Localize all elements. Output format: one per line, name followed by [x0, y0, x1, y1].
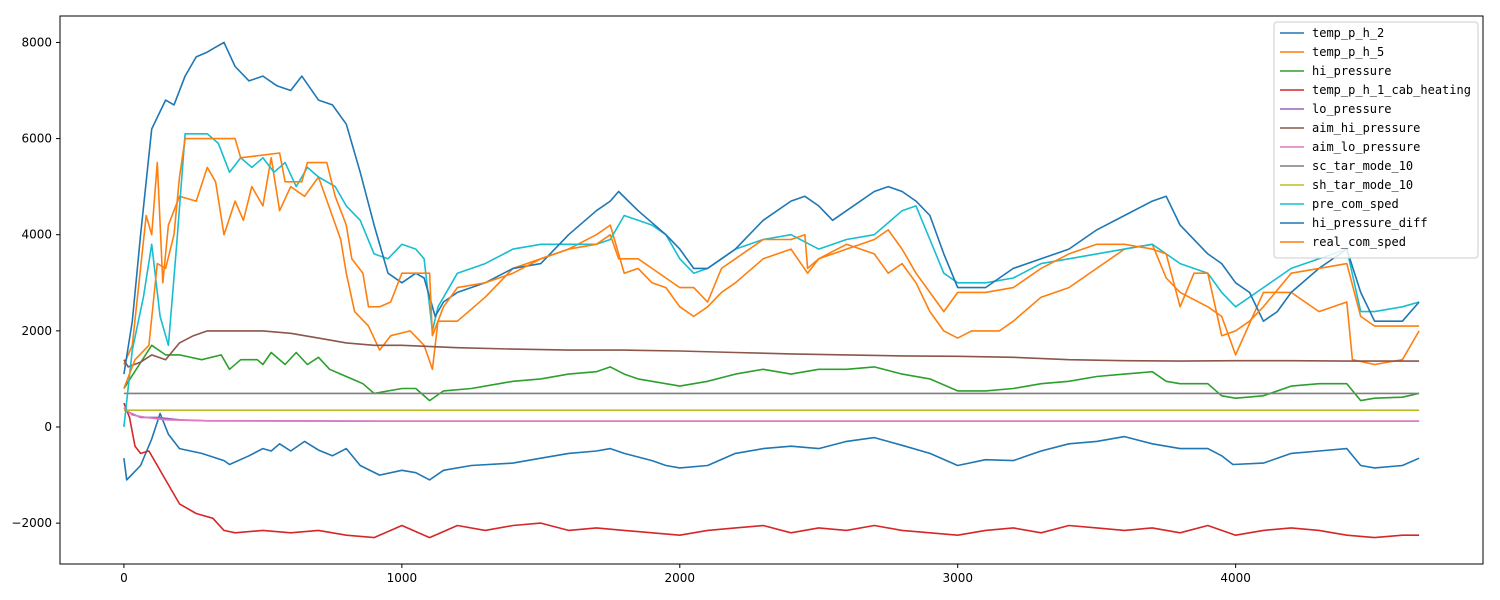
series-line-hi-pressure-diff: [123, 41, 1420, 375]
y-tick-label: 0: [44, 420, 52, 434]
series-line-real-com-sped: [123, 137, 1420, 389]
x-tick-label: 1000: [387, 571, 418, 585]
x-tick-label: 0: [120, 571, 128, 585]
legend-label: temp_p_h_1_cab_heating: [1312, 83, 1471, 97]
y-tick-label: 4000: [21, 228, 52, 242]
series-layer: [123, 41, 1420, 539]
y-tick-label: 2000: [21, 324, 52, 338]
series-line-aim-hi-pressure: [123, 330, 1420, 368]
series-line-hi-pressure: [123, 344, 1420, 402]
legend-label: pre_com_sped: [1312, 197, 1399, 211]
series-line-temp-p-h-1-cab-heating: [123, 402, 1420, 539]
legend-label: sc_tar_mode_10: [1312, 159, 1413, 173]
legend-frame: [1273, 21, 1479, 259]
legend-label: aim_lo_pressure: [1312, 140, 1420, 154]
y-tick-label: −2000: [11, 516, 52, 530]
legend-label: real_com_sped: [1312, 235, 1406, 249]
x-axis: 0 1000 2000 3000 4000: [120, 564, 1251, 585]
legend-label: temp_p_h_5: [1312, 45, 1384, 59]
plot-area: [59, 15, 1484, 565]
x-tick-label: 2000: [665, 571, 696, 585]
legend-label: temp_p_h_2: [1312, 26, 1384, 40]
legend-label: hi_pressure: [1312, 64, 1391, 78]
legend-label: hi_pressure_diff: [1312, 216, 1428, 230]
legend: temp_p_h_2 temp_p_h_5 hi_pressure temp_p_h_…: [1273, 21, 1479, 259]
series-line-aim-lo-pressure: [123, 407, 1420, 422]
x-tick-label: 3000: [942, 571, 973, 585]
legend-label: lo_pressure: [1312, 102, 1391, 116]
legend-label: aim_hi_pressure: [1312, 121, 1420, 135]
series-line-temp-p-h-2: [123, 412, 1420, 481]
y-tick-label: 8000: [21, 35, 52, 49]
y-tick-label: 6000: [21, 132, 52, 146]
x-tick-label: 4000: [1220, 571, 1251, 585]
y-axis: −2000 0 2000 4000 6000 8000: [11, 35, 60, 530]
legend-label: sh_tar_mode_10: [1312, 178, 1413, 192]
